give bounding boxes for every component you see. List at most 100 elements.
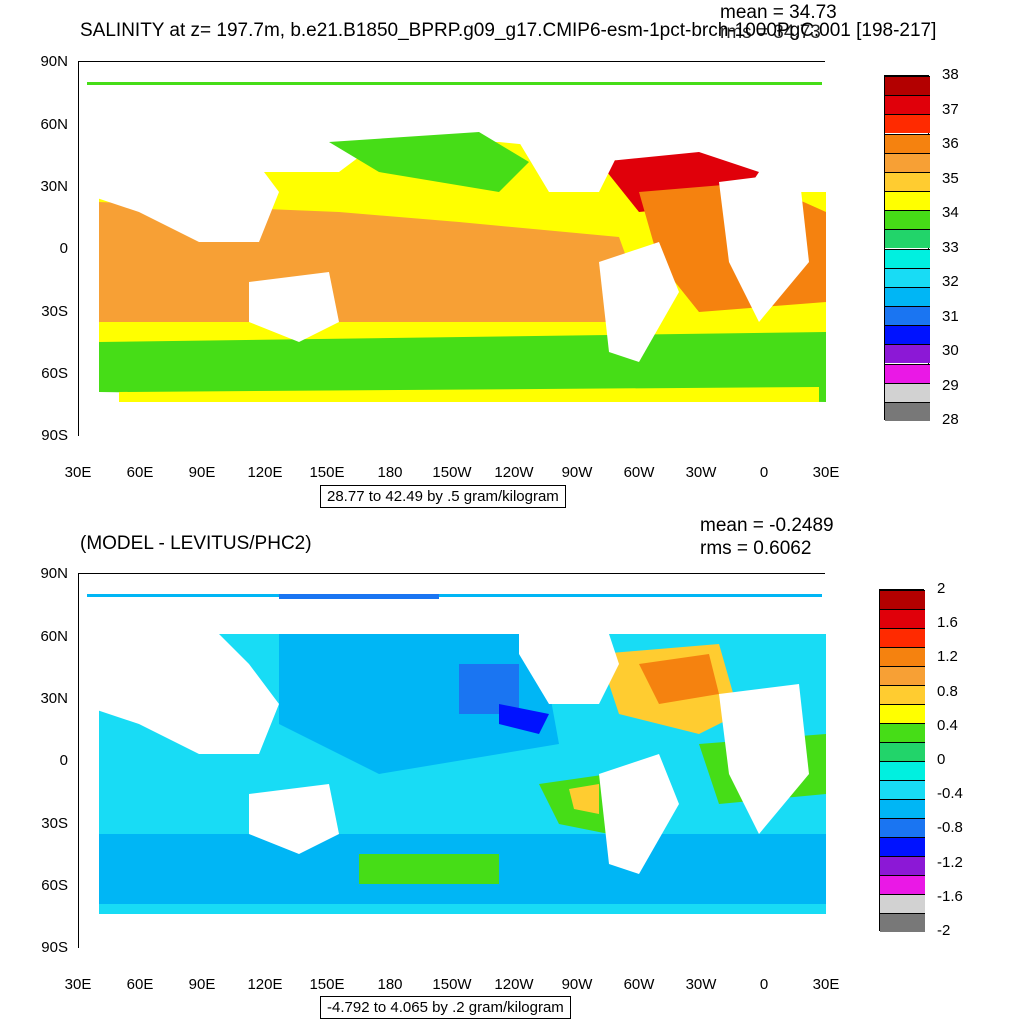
colorbar-segment — [880, 742, 925, 761]
colorbar-label: 32 — [942, 273, 959, 290]
panel-2-lat-tick-90s: 90S — [41, 939, 68, 956]
colorbar-segment — [885, 210, 930, 230]
panel-2-lat-tick-60n: 60N — [40, 628, 68, 645]
south-america-land — [599, 754, 679, 874]
panel-1-lon-tick: 90W — [561, 464, 593, 481]
panel-1-title: SALINITY at z= 197.7m, b.e21.B1850_BPRP.… — [80, 20, 937, 41]
australia-land — [249, 272, 339, 342]
colorbar-segment — [885, 152, 930, 172]
panel-2-contour-info: -4.792 to 4.065 by .2 gram/kilogram — [320, 996, 571, 1019]
colorbar-label: 0.4 — [937, 716, 958, 734]
panel-2-lon-tick: 150W — [432, 976, 472, 993]
panel-2-map-frame — [78, 573, 826, 949]
colorbar-label: 36 — [942, 135, 959, 152]
colorbar-segment — [880, 628, 925, 647]
panel-2-colorbar — [879, 589, 925, 932]
panel-1-lon-tick: 120W — [494, 464, 534, 481]
colorbar-label: 31 — [942, 307, 959, 325]
colorbar-segment — [885, 229, 930, 249]
panel-2-lon-tick: 60E — [126, 976, 154, 993]
panel-2-rms: rms = 0.6062 — [700, 538, 812, 559]
colorbar-segment — [880, 704, 925, 723]
colorbar-segment — [880, 685, 925, 704]
panel-1-map-frame — [78, 61, 826, 437]
colorbar-label: -0.8 — [937, 819, 963, 837]
colorbar-label: 34 — [942, 204, 959, 221]
panel-1-lon-tick: 60W — [623, 464, 655, 481]
panel-1-colorbar — [884, 75, 930, 421]
panel-2-lat-tick-30s: 30S — [41, 815, 68, 832]
colorbar-segment — [880, 894, 925, 913]
colorbar-label: 28 — [942, 411, 959, 428]
panel-2-lon-tick: 180 — [377, 976, 403, 993]
colorbar-label: 0 — [937, 751, 946, 768]
panel-1-lon-tick: 60E — [126, 464, 154, 481]
panel-2-lon-tick: 120W — [494, 976, 534, 993]
panel-1-lon-tick: 180 — [377, 464, 403, 481]
colorbar-label: -0.4 — [937, 785, 963, 803]
colorbar-segment — [885, 95, 930, 115]
africa-land — [719, 684, 809, 834]
colorbar-segment — [880, 761, 925, 780]
africa-land — [719, 172, 809, 322]
colorbar-label: 1.6 — [937, 614, 958, 632]
panel-1-lat-tick-30n: 30N — [40, 178, 68, 195]
panel-2-lon-tick: 60W — [623, 976, 655, 993]
colorbar-label: 33 — [942, 238, 959, 256]
panel-2-lon-tick: 90E — [188, 976, 216, 993]
panel-2-lon-tick: 150E — [309, 976, 345, 993]
panel-2-lon-tick: 30E — [64, 976, 92, 993]
colorbar-label: -2 — [937, 922, 951, 939]
colorbar-segment — [885, 363, 930, 383]
panel-1-lat-tick-60n: 60N — [40, 116, 68, 133]
panel-2-lon-tick: 30W — [685, 976, 717, 993]
north-america-land — [519, 92, 619, 192]
colorbar-label: 1.2 — [937, 648, 958, 666]
antarctica-land — [79, 914, 826, 949]
panel-1-lon-tick: 0 — [759, 464, 769, 481]
panel-1-lat-tick-60s: 60S — [41, 365, 68, 382]
colorbar-label: 30 — [942, 342, 959, 359]
panel-2-lon-tick: 0 — [759, 976, 769, 993]
colorbar-label: 2 — [937, 580, 946, 597]
colorbar-segment — [885, 248, 930, 268]
colorbar-label: 35 — [942, 169, 959, 187]
australia-land — [249, 784, 339, 854]
pacific-blue-patch — [459, 664, 519, 714]
antarctica-land — [79, 402, 826, 437]
colorbar-segment — [880, 780, 925, 799]
colorbar-label: 29 — [942, 376, 959, 394]
panel-1-map-svg — [79, 62, 826, 437]
panel-2-lon-tick: 30E — [812, 976, 840, 993]
colorbar-label: 38 — [942, 66, 959, 83]
colorbar-label: -1.6 — [937, 887, 963, 905]
colorbar-label: -1.2 — [937, 853, 963, 871]
colorbar-segment — [885, 171, 930, 191]
colorbar-segment — [885, 306, 930, 326]
panel-1-lon-tick: 120E — [247, 464, 283, 481]
panel-2-lat-tick-30n: 30N — [40, 690, 68, 707]
southern-green-patch — [359, 854, 499, 884]
asia-land — [79, 614, 279, 754]
colorbar-segment — [885, 133, 930, 153]
colorbar-segment — [885, 344, 930, 364]
colorbar-segment — [885, 382, 930, 402]
panel-2-lat-tick-60s: 60S — [41, 877, 68, 894]
panel-1-lon-tick: 90E — [188, 464, 216, 481]
panel-2-lat-tick-90n: 90N — [40, 565, 68, 582]
colorbar-segment — [880, 913, 925, 932]
panel-2-title: (MODEL - LEVITUS/PHC2) — [80, 533, 312, 554]
panel-2-map-svg — [79, 574, 826, 949]
north-america-land — [519, 604, 619, 704]
colorbar-segment — [880, 818, 925, 837]
arctic-land — [79, 67, 826, 82]
panel-1-lat-tick-90s: 90S — [41, 427, 68, 444]
panel-1-lon-tick: 150W — [432, 464, 472, 481]
panel-1-lat-tick-0: 0 — [59, 240, 68, 257]
north-pacific-green — [329, 132, 529, 192]
panel-2-lat-tick-0: 0 — [59, 752, 68, 769]
colorbar-segment — [885, 325, 930, 345]
arctic-land — [79, 579, 826, 594]
colorbar-label: 37 — [942, 100, 959, 118]
atlantic-orange — [639, 654, 719, 704]
